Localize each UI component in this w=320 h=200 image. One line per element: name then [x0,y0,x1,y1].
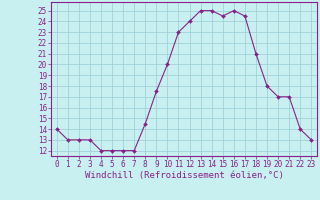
X-axis label: Windchill (Refroidissement éolien,°C): Windchill (Refroidissement éolien,°C) [84,171,284,180]
